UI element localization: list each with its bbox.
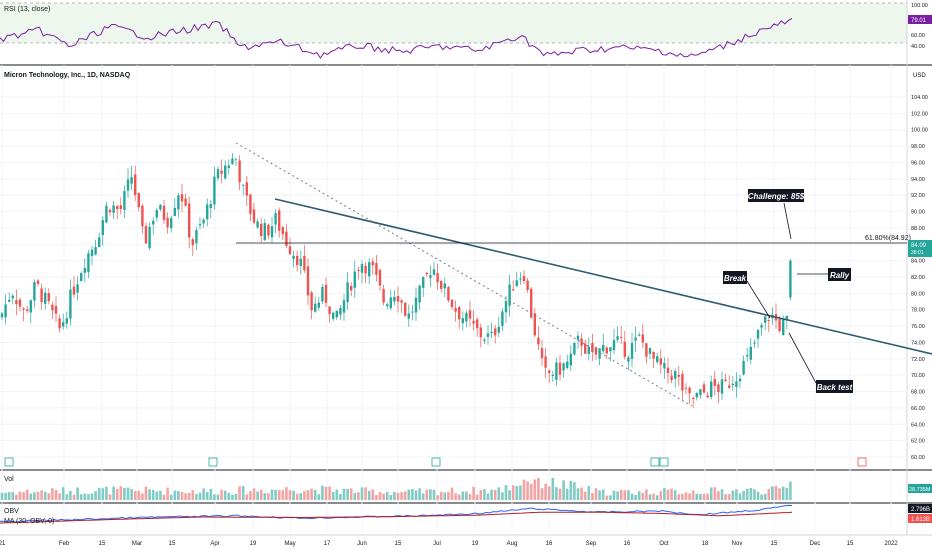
ma-line bbox=[0, 511, 793, 524]
rsi-title: RSI (13, close) bbox=[4, 6, 50, 13]
obv-value-badge: 2.796B bbox=[908, 504, 932, 513]
volume-bars bbox=[0, 478, 792, 500]
obv-title: OBV bbox=[4, 508, 19, 515]
time-tick-label: 2022 bbox=[884, 541, 898, 547]
ma-value-badge: 1.613B bbox=[908, 514, 932, 523]
price-tick-label: 100.00 bbox=[911, 128, 928, 134]
time-tick-label: 16 bbox=[624, 541, 631, 547]
earnings-markers bbox=[4, 457, 867, 467]
svg-text:2.796B: 2.796B bbox=[911, 507, 930, 513]
time-tick-label: Apr bbox=[210, 541, 219, 547]
price-tick-label: 68.00 bbox=[911, 390, 925, 396]
price-tick-label: 66.00 bbox=[911, 406, 925, 412]
rsi-value-badge: 79.01 bbox=[908, 15, 932, 24]
vol-value-badge: 28.735M bbox=[908, 484, 932, 493]
candles bbox=[0, 153, 792, 408]
time-tick-label: Aug bbox=[507, 541, 518, 547]
price-tick-label: 98.00 bbox=[911, 144, 925, 150]
price-tick-label: 104.00 bbox=[911, 95, 928, 101]
rsi-tick-label: 100.00 bbox=[911, 3, 928, 9]
vol-title: Vol bbox=[4, 476, 14, 483]
time-tick-label: 15 bbox=[169, 541, 176, 547]
time-axis[interactable]: 21 Feb 15 Mar 15 Apr 19 May 17 Jun 15 Jul 19 Aug 16 Sep… bbox=[0, 541, 898, 547]
price-tick-label: 80.00 bbox=[911, 291, 925, 297]
dotted-channel-line bbox=[235, 142, 693, 407]
ma-title: MA (30, OBV, 0) bbox=[4, 518, 54, 525]
svg-text:Break: Break bbox=[724, 274, 747, 283]
price-tick-label: 96.00 bbox=[911, 160, 925, 166]
price-value-badge: 84.09 38:01 bbox=[908, 240, 932, 257]
time-tick-label: 17 bbox=[324, 541, 331, 547]
time-tick-label: Jul bbox=[433, 541, 441, 547]
currency-label: USD bbox=[913, 73, 926, 79]
obv-line bbox=[0, 504, 793, 523]
time-tick-label: 21 bbox=[0, 541, 6, 547]
back-test-annotation: Back test bbox=[788, 332, 853, 393]
price-tick-label: 84.00 bbox=[911, 259, 925, 265]
price-tick-label: 90.00 bbox=[911, 210, 925, 216]
main-title: Micron Technology, Inc., 1D, NASDAQ bbox=[4, 72, 131, 79]
time-tick-label: Feb bbox=[59, 541, 70, 547]
time-tick-label: 15 bbox=[99, 541, 106, 547]
svg-text:79.01: 79.01 bbox=[911, 18, 927, 24]
time-tick-label: 15 bbox=[395, 541, 402, 547]
svg-text:Back test: Back test bbox=[817, 383, 853, 392]
time-tick-label: Dec bbox=[810, 541, 821, 547]
grid bbox=[0, 65, 907, 535]
price-tick-label: 94.00 bbox=[911, 177, 925, 183]
time-tick-label: 18 bbox=[702, 541, 709, 547]
price-tick-label: 74.00 bbox=[911, 340, 925, 346]
rsi-tick-label: 60.00 bbox=[911, 33, 925, 39]
svg-text:28.735M: 28.735M bbox=[909, 487, 931, 493]
time-tick-label: Oct bbox=[659, 541, 669, 547]
challenge-annotation: Challenge: 85$ bbox=[748, 189, 805, 240]
time-tick-label: 16 bbox=[546, 541, 553, 547]
price-tick-label: 92.00 bbox=[911, 193, 925, 199]
rsi-axis: 100.00 60.00 40.00 bbox=[911, 3, 928, 50]
time-tick-label: Sep bbox=[586, 541, 597, 547]
price-tick-label: 82.00 bbox=[911, 275, 925, 281]
price-tick-label: 102.00 bbox=[911, 111, 928, 117]
rally-annotation: Rally bbox=[797, 268, 851, 281]
rsi-tick-label: 40.00 bbox=[911, 44, 925, 50]
time-tick-label: Mar bbox=[132, 541, 142, 547]
descending-trendline bbox=[274, 198, 932, 355]
price-tick-label: 70.00 bbox=[911, 373, 925, 379]
time-tick-label: 19 bbox=[250, 541, 257, 547]
rsi-line bbox=[0, 18, 793, 59]
price-tick-label: 60.00 bbox=[911, 455, 925, 461]
price-tick-label: 62.00 bbox=[911, 439, 925, 445]
fib-level-label: 61.80%(84.92) bbox=[865, 235, 911, 242]
time-tick-label: 15 bbox=[847, 541, 854, 547]
price-axis[interactable]: 104.00 102.00 100.00 98.00 96.00 94.00 92.00 90… bbox=[911, 95, 928, 461]
time-tick-label: 19 bbox=[472, 541, 479, 547]
break-annotation: Break bbox=[723, 271, 771, 319]
time-tick-label: 15 bbox=[771, 541, 778, 547]
time-tick-label: Nov bbox=[732, 541, 743, 547]
svg-text:1.613B: 1.613B bbox=[911, 517, 930, 523]
price-tick-label: 76.00 bbox=[911, 324, 925, 330]
svg-text:Rally: Rally bbox=[830, 271, 850, 280]
svg-text:Challenge: 85$: Challenge: 85$ bbox=[748, 192, 805, 201]
price-tick-label: 72.00 bbox=[911, 357, 925, 363]
time-tick-label: Jun bbox=[357, 541, 367, 547]
svg-text:38:01: 38:01 bbox=[911, 250, 924, 256]
time-tick-label: May bbox=[284, 541, 295, 547]
price-tick-label: 64.00 bbox=[911, 422, 925, 428]
svg-text:84.09: 84.09 bbox=[911, 243, 927, 249]
price-tick-label: 78.00 bbox=[911, 308, 925, 314]
rsi-band bbox=[0, 3, 907, 43]
price-tick-label: 88.00 bbox=[911, 226, 925, 232]
